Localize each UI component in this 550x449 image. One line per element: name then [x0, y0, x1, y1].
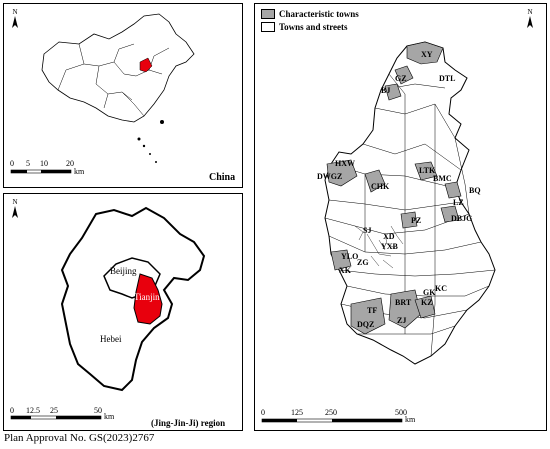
north-arrow-china: N	[12, 8, 18, 30]
town-label: YLO	[341, 252, 359, 261]
town-label: LTK	[419, 166, 436, 175]
china-map-panel: N 0 5 10 20 km China	[3, 3, 243, 188]
town-label: BRT	[395, 298, 412, 307]
china-title: China	[209, 172, 236, 183]
characteristic-towns	[326, 41, 462, 335]
scale-unit: km	[405, 415, 416, 424]
town-label: XD	[383, 232, 395, 241]
town-label: GK	[423, 288, 436, 297]
tianjin-outline	[324, 41, 496, 365]
legend-swatch-towns	[261, 22, 275, 32]
tianjin-map-panel: Characteristic towns Towns and streets N	[254, 3, 547, 431]
scale-bar-china	[10, 169, 72, 174]
hebei-label: Hebei	[100, 334, 122, 344]
legend-label-towns: Towns and streets	[279, 22, 348, 32]
scale-tick-2: 250	[325, 408, 337, 417]
town-label: BMC	[433, 174, 452, 183]
town-label: XY	[421, 50, 433, 59]
town-label: LZ	[453, 198, 464, 207]
scale-tick-1: 5	[26, 159, 30, 168]
jjj-map-panel: N Beijing Tianjin Hebei 0 12.5 25 50 km …	[3, 193, 243, 431]
north-arrow-tianjin: N	[527, 8, 533, 30]
town-label: XK	[339, 266, 351, 275]
scale-tick-2: 25	[50, 406, 58, 415]
town-label: KZ	[421, 298, 433, 307]
town-label: KC	[435, 284, 447, 293]
town-label: ZJ	[397, 316, 407, 325]
legend-label-characteristic: Characteristic towns	[279, 9, 359, 19]
town-label: ZG	[357, 258, 369, 267]
town-label: BJ	[381, 86, 391, 95]
town-label: YXB	[381, 242, 398, 251]
town-label: DBJG	[451, 214, 473, 223]
town-label: DTL	[439, 74, 456, 83]
scale-tick-2: 10	[40, 159, 48, 168]
tianjin-region	[133, 273, 163, 325]
town-label: HXW	[335, 159, 355, 168]
scale-unit: km	[104, 412, 115, 421]
scale-tick-3: 20	[66, 159, 74, 168]
north-arrow-jjj: N	[12, 198, 18, 220]
beijing-label: Beijing	[110, 266, 137, 276]
scale-tick-0: 0	[10, 406, 14, 415]
town-label: CHK	[371, 182, 390, 191]
tianjin-highlight-china	[139, 57, 153, 73]
legend-swatch-characteristic	[261, 9, 275, 19]
scale-tick-3: 500	[395, 408, 407, 417]
scale-tick-3: 50	[94, 406, 102, 415]
scale-tick-0: 0	[10, 159, 14, 168]
town-label: DWGZ	[317, 172, 343, 181]
scale-tick-1: 125	[291, 408, 303, 417]
scale-bar-jjj	[10, 415, 102, 420]
town-label: BQ	[469, 186, 481, 195]
town-label: DQZ	[357, 320, 375, 329]
scale-tick-1: 12.5	[26, 406, 40, 415]
town-label: PZ	[411, 216, 422, 225]
tianjin-label: Tianjin	[134, 292, 160, 302]
town-label: SJ	[363, 226, 372, 235]
town-label: GZ	[395, 74, 407, 83]
scale-unit: km	[74, 167, 85, 176]
scale-tick-0: 0	[261, 408, 265, 417]
plan-approval-footer: Plan Approval No. GS(2023)2767	[4, 432, 155, 444]
scale-bar-tianjin	[261, 418, 403, 423]
jjj-outline	[60, 206, 206, 392]
town-label: TF	[367, 306, 378, 315]
china-outline	[41, 13, 195, 163]
jjj-title: (Jing-Jin-Ji) region	[151, 418, 226, 428]
legend: Characteristic towns Towns and streets	[261, 9, 359, 32]
